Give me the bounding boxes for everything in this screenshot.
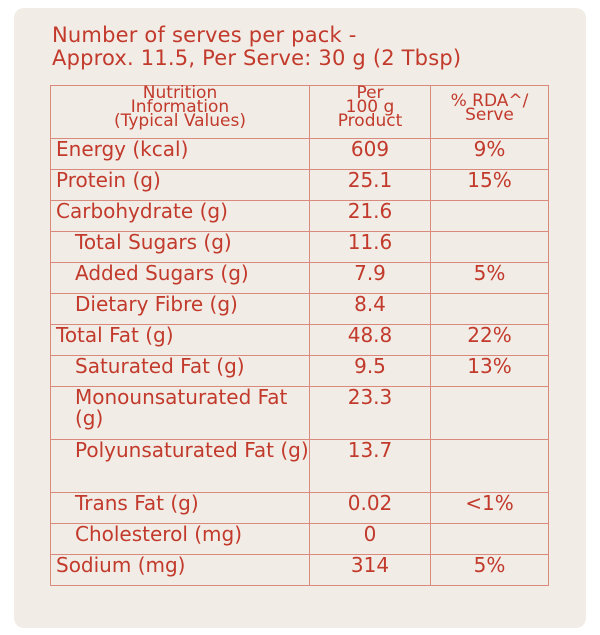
header-col1-line: Nutrition	[142, 83, 218, 103]
nutrient-rda	[430, 386, 549, 440]
nutrient-value: 8.4	[309, 293, 431, 325]
table-row: Protein (g) 25.1 15%	[50, 169, 549, 201]
nutrient-rda	[430, 231, 549, 263]
table-header-row: Nutrition Information (Typical Values) P…	[50, 83, 549, 139]
nutrient-name: Sodium (mg)	[50, 554, 310, 586]
nutrient-name: Total Sugars (g)	[50, 231, 310, 263]
table-row: Energy (kcal) 609 9%	[50, 138, 549, 170]
header-col2-line: Per	[356, 83, 384, 103]
table-row: Carbohydrate (g) 21.6	[50, 200, 549, 232]
nutrient-value: 11.6	[309, 231, 431, 263]
table-row: Added Sugars (g) 7.9 5%	[50, 262, 549, 294]
nutrient-name: Carbohydrate (g)	[50, 200, 310, 232]
nutrient-rda	[430, 200, 549, 232]
nutrient-rda: <1%	[430, 492, 549, 524]
serving-info: Number of serves per pack - Approx. 11.5…	[52, 24, 461, 70]
nutrient-name: Saturated Fat (g)	[50, 355, 310, 387]
nutrient-rda: 13%	[430, 355, 549, 387]
header-col3-line: % RDA^/	[450, 91, 529, 111]
header-col1-line: Information	[130, 97, 230, 117]
nutrient-value: 9.5	[309, 355, 431, 387]
nutrient-value: 0.02	[309, 492, 431, 524]
nutrient-name: Protein (g)	[50, 169, 310, 201]
table-row: Saturated Fat (g) 9.5 13%	[50, 355, 549, 387]
serving-info-line-2: Approx. 11.5, Per Serve: 30 g (2 Tbsp)	[52, 46, 462, 70]
nutrient-value: 48.8	[309, 324, 431, 356]
table-row: Trans Fat (g) 0.02 <1%	[50, 492, 549, 524]
nutrient-value: 13.7	[309, 439, 431, 493]
nutrient-name: Dietary Fibre (g)	[50, 293, 310, 325]
table-row: Cholesterol (mg) 0	[50, 523, 549, 555]
header-rda-per-serve: % RDA^/ Serve	[430, 85, 549, 139]
header-per-100g: Per 100 g Product	[309, 83, 431, 139]
nutrient-rda: 15%	[430, 169, 549, 201]
table-row: Total Sugars (g) 11.6	[50, 231, 549, 263]
nutrient-value: 0	[309, 523, 431, 555]
nutrient-name: Energy (kcal)	[50, 138, 310, 170]
nutrient-rda	[430, 439, 549, 493]
header-col1-line: (Typical Values)	[113, 111, 246, 131]
nutrient-rda	[430, 293, 549, 325]
nutrient-rda: 9%	[430, 138, 549, 170]
header-col2-line: 100 g	[345, 97, 395, 117]
nutrient-rda: 22%	[430, 324, 549, 356]
table-row: Polyunsaturated Fat (g) 13.7	[50, 439, 549, 493]
nutrient-value: 314	[309, 554, 431, 586]
nutrient-name: Total Fat (g)	[50, 324, 310, 356]
nutrient-value: 7.9	[309, 262, 431, 294]
table-row: Dietary Fibre (g) 8.4	[50, 293, 549, 325]
nutrient-value: 25.1	[309, 169, 431, 201]
nutrient-value: 609	[309, 138, 431, 170]
nutrient-name: Monounsaturated Fat (g)	[50, 386, 310, 440]
nutrition-table: Nutrition Information (Typical Values) P…	[50, 85, 549, 586]
header-col3-line: Serve	[465, 105, 514, 125]
nutrient-rda: 5%	[430, 262, 549, 294]
nutrient-name: Polyunsaturated Fat (g)	[50, 439, 310, 493]
table-row: Total Fat (g) 48.8 22%	[50, 324, 549, 356]
header-col2-line: Product	[337, 111, 403, 131]
table-row: Sodium (mg) 314 5%	[50, 554, 549, 586]
serving-info-line-1: Number of serves per pack -	[52, 23, 357, 47]
table-row: Monounsaturated Fat (g) 23.3	[50, 386, 549, 440]
nutrient-value: 23.3	[309, 386, 431, 440]
nutrient-rda	[430, 523, 549, 555]
header-nutrition-information: Nutrition Information (Typical Values)	[50, 83, 310, 139]
nutrient-name: Cholesterol (mg)	[50, 523, 310, 555]
nutrient-name: Added Sugars (g)	[50, 262, 310, 294]
nutrient-value: 21.6	[309, 200, 431, 232]
nutrient-rda: 5%	[430, 554, 549, 586]
nutrient-name: Trans Fat (g)	[50, 492, 310, 524]
